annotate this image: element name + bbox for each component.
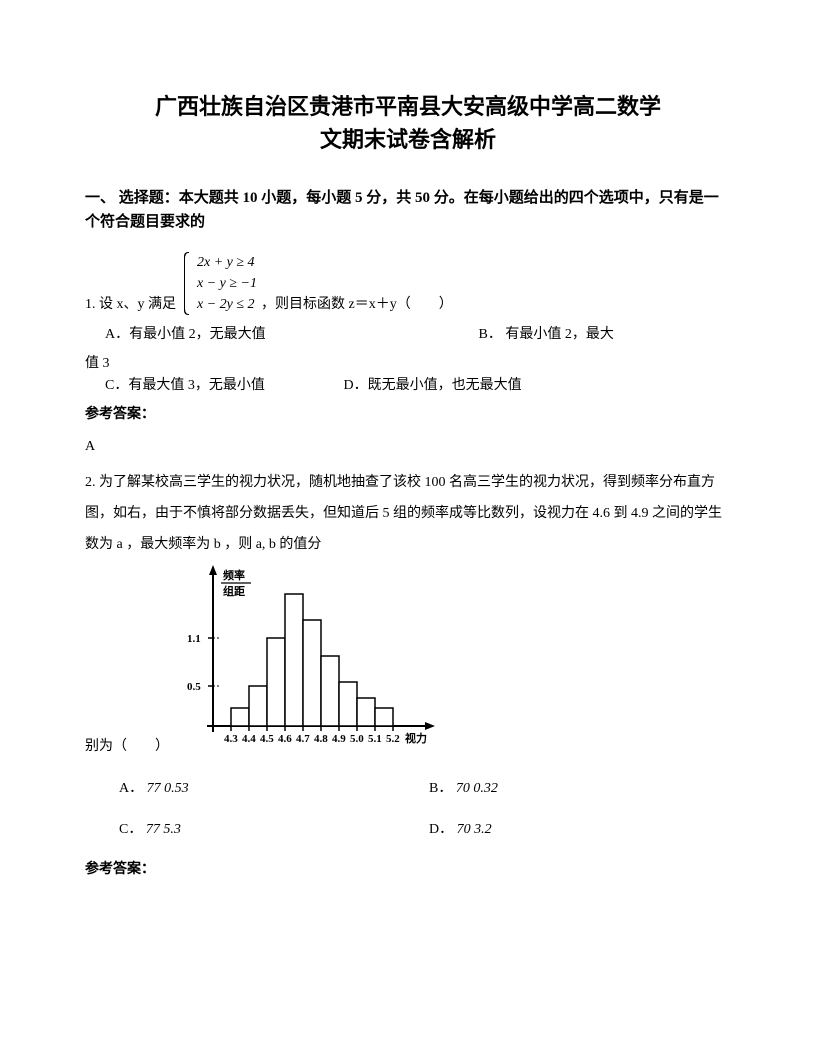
- eq1: 2x + y ≥ 4: [197, 252, 257, 273]
- q2-option-b: B． 70 0.32: [429, 778, 498, 800]
- svg-text:5.1: 5.1: [368, 733, 382, 745]
- q2-option-a: A． 77 0.53: [119, 778, 429, 800]
- q1-answer: A: [85, 436, 731, 458]
- svg-text:5.0: 5.0: [350, 733, 364, 745]
- q2-chart-row: 别为（ ） 频率组距 1.1 0.5 4.3 4.4 4.5 4.6 4.7 4.8 4.9 5.0…: [85, 561, 731, 764]
- svg-text:1.1: 1.1: [187, 633, 201, 645]
- histogram-svg: 频率组距 1.1 0.5 4.3 4.4 4.5 4.6 4.7 4.8 4.9 5.0 5.1 5.2…: [179, 561, 439, 756]
- title-line-2: 文期末试卷含解析: [85, 123, 731, 156]
- q1-stem: 1. 设 x、y 满足 2x + y ≥ 4 x − y ≥ −1 x − 2y…: [85, 252, 731, 318]
- q2-answer-label: 参考答案：: [85, 859, 731, 881]
- q2-options: A． 77 0.53 B． 70 0.32 C． 77 5.3 D． 70 3.…: [119, 778, 731, 841]
- svg-text:4.4: 4.4: [242, 733, 256, 745]
- q1-answer-label: 参考答案：: [85, 404, 731, 426]
- svg-text:4.8: 4.8: [314, 733, 328, 745]
- title-line-1: 广西壮族自治区贵港市平南县大安高级中学高二数学: [85, 90, 731, 123]
- q2-trail: 别为（ ）: [85, 736, 169, 764]
- eq3: x − 2y ≤ 2: [197, 294, 257, 315]
- svg-text:4.6: 4.6: [278, 733, 292, 745]
- q1-option-c: C．有最大值 3，无最小值: [105, 375, 340, 397]
- svg-text:视力: 视力: [405, 731, 427, 745]
- svg-text:组距: 组距: [223, 584, 245, 598]
- q1-option-d: D．既无最小值，也无最大值: [344, 375, 522, 397]
- svg-text:4.5: 4.5: [260, 733, 274, 745]
- q1-tail: ，则目标函数 z＝x＋y（ ）: [261, 294, 453, 318]
- eq2: x − y ≥ −1: [197, 273, 257, 294]
- question-1: 1. 设 x、y 满足 2x + y ≥ 4 x − y ≥ −1 x − 2y…: [85, 252, 731, 458]
- svg-text:0.5: 0.5: [187, 681, 201, 693]
- svg-text:4.7: 4.7: [296, 733, 310, 745]
- q1-options-row1: A．有最小值 2，无最大值 B． 有最小值 2，最大: [105, 324, 731, 346]
- equation-system: 2x + y ≥ 4 x − y ≥ −1 x − 2y ≤ 2: [184, 252, 257, 315]
- q1-option-b-cont: 值 3: [85, 353, 731, 375]
- svg-text:频率: 频率: [223, 568, 245, 582]
- section-header: 一、 选择题：本大题共 10 小题，每小题 5 分，共 50 分。在每小题给出的…: [85, 186, 731, 234]
- histogram-chart: 频率组距 1.1 0.5 4.3 4.4 4.5 4.6 4.7 4.8 4.9 5.0 5.1 5.2…: [179, 561, 439, 764]
- q1-option-b: B． 有最小值 2，最大: [479, 324, 614, 346]
- question-2: 2. 为了解某校高三学生的视力状况，随机地抽查了该校 100 名高三学生的视力状…: [85, 468, 731, 881]
- q1-lead: 1. 设 x、y 满足: [85, 294, 180, 318]
- svg-text:4.9: 4.9: [332, 733, 346, 745]
- q2-option-c: C． 77 5.3: [119, 819, 429, 841]
- svg-text:4.3: 4.3: [224, 733, 238, 745]
- q1-options-row2: C．有最大值 3，无最小值 D．既无最小值，也无最大值: [85, 375, 731, 397]
- page-title: 广西壮族自治区贵港市平南县大安高级中学高二数学 文期末试卷含解析: [85, 90, 731, 156]
- q2-text: 2. 为了解某校高三学生的视力状况，随机地抽查了该校 100 名高三学生的视力状…: [85, 468, 731, 560]
- q1-option-a: A．有最小值 2，无最大值: [105, 324, 475, 346]
- q2-option-d: D． 70 3.2: [429, 819, 492, 841]
- svg-text:5.2: 5.2: [386, 733, 400, 745]
